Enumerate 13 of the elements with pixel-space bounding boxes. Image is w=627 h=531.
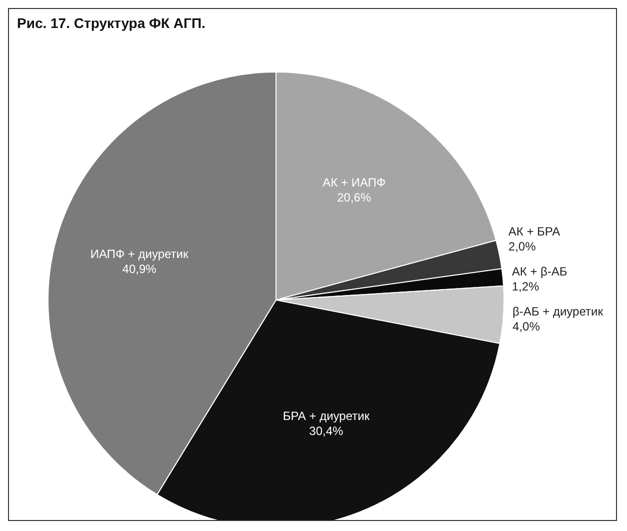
slice-label: β-АБ + диуретик bbox=[512, 304, 604, 318]
slice-label: АК + БРА bbox=[508, 224, 560, 238]
data-label: 20,6% bbox=[337, 190, 372, 204]
slice-label: АК + ИАПФ bbox=[322, 175, 386, 190]
data-label: 1,2% bbox=[512, 279, 540, 294]
slice-label: БРА + диуретик bbox=[282, 409, 370, 424]
data-label: 2,0% bbox=[508, 239, 536, 254]
slice-label: ИАПФ + диуретик bbox=[90, 246, 190, 261]
data-label: 4,0% bbox=[512, 319, 540, 334]
slice-label: АК + β-АБ bbox=[512, 264, 568, 278]
data-label: 40,9% bbox=[122, 262, 157, 276]
data-label: 30,4% bbox=[309, 424, 344, 438]
chart-title: Рис. 17. Структура ФК АГП. bbox=[16, 14, 206, 33]
